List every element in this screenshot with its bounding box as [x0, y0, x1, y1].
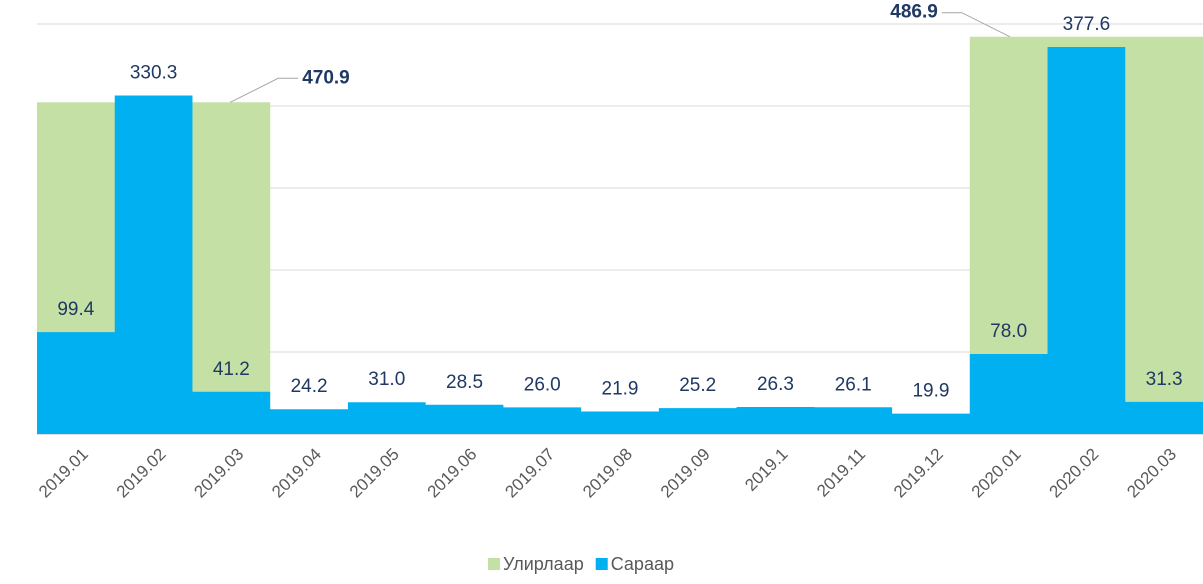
legend-swatch — [595, 558, 608, 570]
legend-swatch — [488, 558, 500, 570]
data-label: 78.0 — [990, 321, 1027, 342]
data-label: 28.5 — [446, 372, 483, 393]
x-tick-label: 2019.07 — [501, 445, 558, 502]
data-label: 21.9 — [602, 379, 639, 400]
x-tick-label: 2019.05 — [346, 445, 403, 502]
x-tick-label: 2020.01 — [968, 445, 1025, 502]
data-label: 26.3 — [757, 374, 794, 395]
data-label: 31.0 — [368, 369, 405, 390]
x-tick-label: 2019.04 — [268, 445, 325, 502]
data-label: 486.9 — [890, 2, 938, 23]
data-label: 31.3 — [1146, 369, 1183, 390]
data-label: 26.0 — [524, 374, 561, 395]
data-label: 377.6 — [1063, 14, 1111, 35]
x-tick-label: 2019.02 — [113, 445, 170, 502]
leader-line — [229, 77, 299, 103]
x-tick-label: 2019.11 — [813, 445, 869, 501]
x-tick-label: 2019.09 — [657, 445, 714, 502]
data-label: 25.2 — [679, 375, 716, 396]
legend-label: Сараар — [611, 554, 674, 574]
x-tick-label: 2019.03 — [190, 445, 247, 502]
x-tick-label: 2020.02 — [1046, 445, 1103, 502]
legend-label: Улирлаар — [503, 554, 584, 574]
data-label: 99.4 — [57, 299, 94, 320]
area — [37, 46, 1203, 435]
x-tick-label: 2019.1 — [741, 445, 791, 495]
x-tick-label: 2019.12 — [890, 445, 947, 502]
data-label: 330.3 — [130, 62, 178, 83]
data-label: 470.9 — [302, 67, 350, 88]
data-label: 41.2 — [213, 359, 250, 380]
x-tick-label: 2020.03 — [1123, 445, 1180, 502]
x-tick-label: 2019.01 — [35, 445, 92, 502]
x-tick-label: 2019.08 — [579, 445, 636, 502]
data-label: 24.2 — [291, 376, 328, 397]
data-label: 26.1 — [835, 374, 872, 395]
data-label: 19.9 — [912, 381, 949, 402]
x-tick-label: 2019.06 — [424, 445, 481, 502]
leader-line — [941, 12, 1011, 38]
